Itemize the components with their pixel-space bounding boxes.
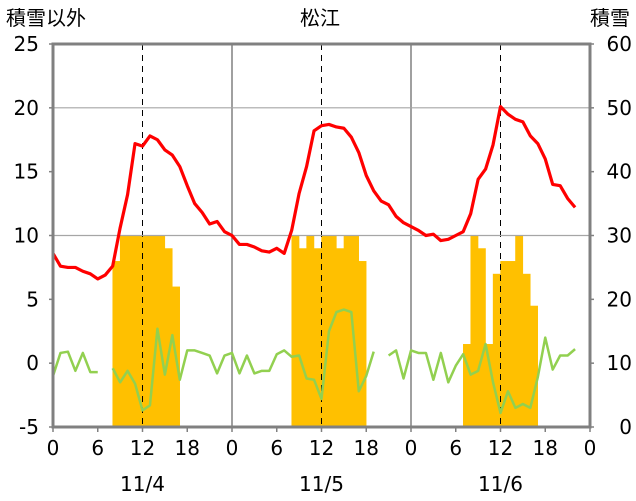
snow-bar [127,235,136,427]
x-tick-label: 12 [488,436,513,460]
left-tick-label: 25 [14,32,39,56]
x-tick-label: 18 [354,436,379,460]
snow-bar [336,248,345,427]
chart-titles: 積雪以外 松江 積雪 [6,6,630,30]
snow-bar [157,235,166,427]
snow-bar [149,235,158,427]
other-line [51,350,98,377]
snow-bar [500,261,509,427]
date-label: 11/4 [120,472,165,496]
snow-bar [328,235,337,427]
temperature-line [51,104,577,281]
snow-bar [306,235,315,427]
snow-bar [522,273,531,427]
snow-bar [291,235,300,427]
snow-bar [358,261,367,427]
x-tick-label: 12 [130,436,155,460]
left-tick-label: 15 [14,160,39,184]
x-tick-label: 0 [584,436,597,460]
right-tick-label: 40 [607,160,632,184]
left-tick-label: 0 [26,351,39,375]
snow-bar [134,235,143,427]
right-tick-label: 0 [619,415,632,439]
x-tick-label: 18 [533,436,558,460]
left-tick-label: 10 [14,224,39,248]
snow-bar [343,235,352,427]
snow-bar [112,261,121,427]
snow-bar [515,235,524,427]
date-label: 11/5 [299,472,344,496]
snow-bars [112,235,538,427]
x-tick-label: 18 [175,436,200,460]
snow-bar [485,344,494,427]
x-tick-label: 6 [270,436,283,460]
right-axis-title: 積雪 [590,6,630,30]
left-tick-label: -5 [19,415,39,439]
snow-bar [298,248,307,427]
other-line [387,336,576,415]
right-tick-label: 30 [607,224,632,248]
right-tick-label: 10 [607,351,632,375]
right-tick-label: 50 [607,96,632,120]
right-tick-label: 60 [607,32,632,56]
snow-bar [313,248,322,427]
other-line [111,308,375,412]
chart-title: 松江 [300,6,340,30]
snow-bar [164,248,173,427]
snow-bar [142,235,151,427]
x-tick-label: 0 [47,436,60,460]
snow-bar [119,235,128,427]
snow-bar [492,273,501,427]
date-label: 11/6 [478,472,523,496]
snow-bar [530,305,538,427]
left-axis-title: 積雪以外 [6,6,86,30]
x-tick-label: 6 [449,436,462,460]
x-tick-label: 0 [405,436,418,460]
right-tick-label: 20 [607,287,632,311]
left-tick-label: 5 [26,287,39,311]
snow-bar [321,235,330,427]
snow-bar [507,261,516,427]
x-tick-label: 6 [91,436,104,460]
x-tick-label: 0 [226,436,239,460]
snow-bar [477,248,486,427]
series-lines [51,104,577,415]
snow-bar [463,344,471,427]
snow-bar [351,235,359,427]
left-tick-label: 20 [14,96,39,120]
snow-bar [470,235,479,427]
x-tick-label: 12 [309,436,334,460]
